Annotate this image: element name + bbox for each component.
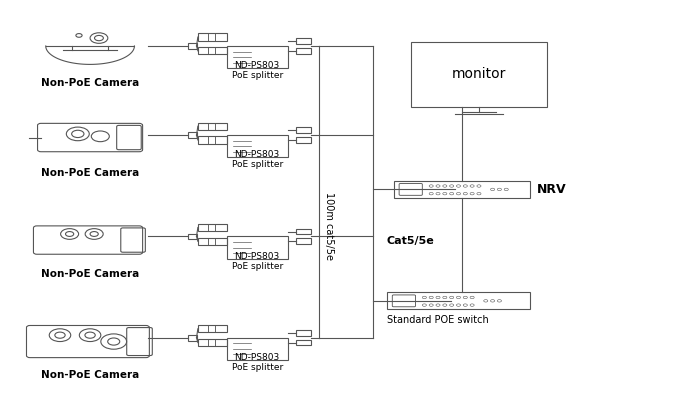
Text: Standard POE switch: Standard POE switch: [387, 315, 488, 326]
Text: ND-PS803: ND-PS803: [234, 252, 280, 261]
Text: PoE splitter: PoE splitter: [232, 262, 283, 271]
Text: Non-PoE Camera: Non-PoE Camera: [41, 168, 139, 177]
Text: NRV: NRV: [537, 183, 566, 196]
Text: monitor: monitor: [451, 67, 506, 81]
Text: ND-PS803: ND-PS803: [234, 61, 280, 70]
Text: Non-PoE Camera: Non-PoE Camera: [41, 78, 139, 89]
Text: PoE splitter: PoE splitter: [232, 71, 283, 80]
Text: ND-PS803: ND-PS803: [234, 353, 280, 362]
Text: ND-PS803: ND-PS803: [234, 150, 280, 159]
Text: Non-PoE Camera: Non-PoE Camera: [41, 370, 139, 380]
Text: PoE splitter: PoE splitter: [232, 160, 283, 169]
Text: Non-PoE Camera: Non-PoE Camera: [41, 269, 139, 279]
Text: 100m cat5/5e: 100m cat5/5e: [324, 192, 334, 260]
Text: PoE splitter: PoE splitter: [232, 363, 283, 372]
Text: Cat5/5e: Cat5/5e: [387, 236, 434, 246]
